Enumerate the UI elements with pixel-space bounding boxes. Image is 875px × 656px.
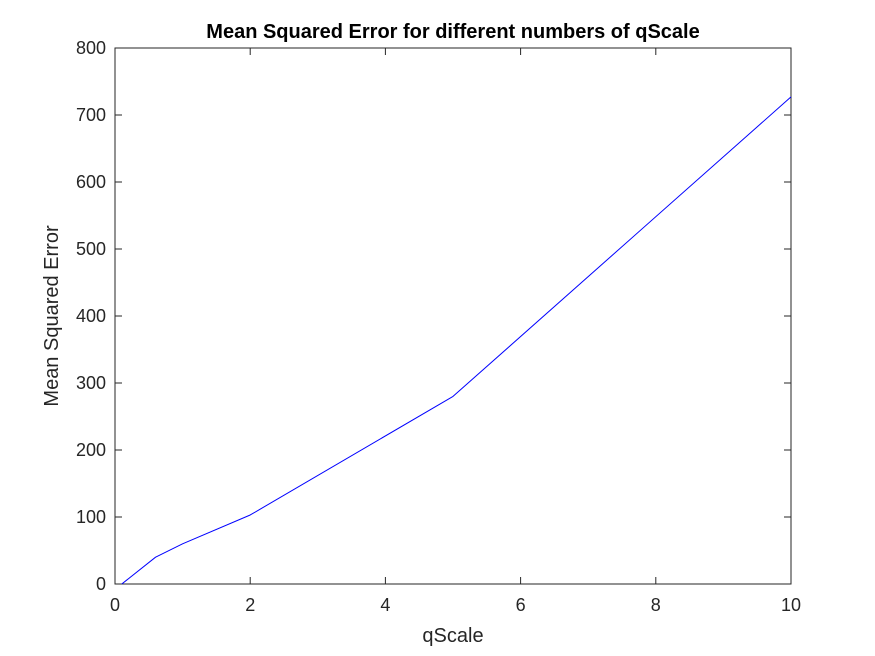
x-tick-label: 4	[380, 595, 390, 615]
y-tick-label: 400	[76, 306, 106, 326]
y-tick-label: 200	[76, 440, 106, 460]
x-tick-label: 6	[516, 595, 526, 615]
y-tick-label: 800	[76, 38, 106, 58]
y-tick-label: 500	[76, 239, 106, 259]
y-axis-ticks: 0 100 200 300 400 500 600 700 800	[76, 38, 791, 594]
x-axis-ticks: 0 2 4 6 8 10	[110, 48, 801, 615]
x-tick-label: 0	[110, 595, 120, 615]
y-tick-label: 600	[76, 172, 106, 192]
x-tick-label: 10	[781, 595, 801, 615]
x-axis-label: qScale	[422, 625, 483, 647]
y-tick-label: 100	[76, 507, 106, 527]
y-axis-label: Mean Squared Error	[41, 225, 63, 407]
x-tick-label: 8	[651, 595, 661, 615]
plot-area	[114, 47, 792, 585]
x-tick-label: 2	[245, 595, 255, 615]
series-layer	[121, 96, 792, 585]
chart-title: Mean Squared Error for different numbers…	[206, 21, 699, 43]
y-tick-label: 0	[96, 574, 106, 594]
y-tick-label: 300	[76, 373, 106, 393]
series-line-mse	[121, 96, 792, 585]
y-tick-label: 700	[76, 105, 106, 125]
